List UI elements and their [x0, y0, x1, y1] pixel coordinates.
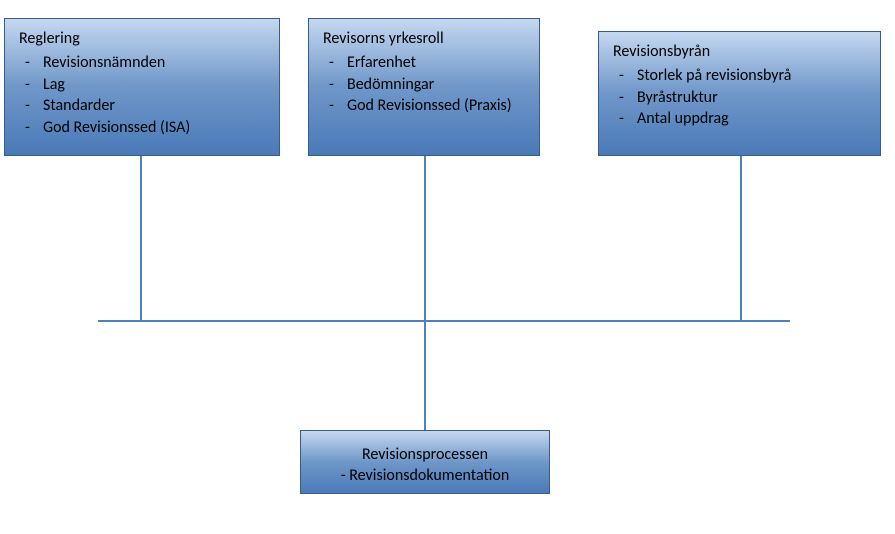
- node-list: Erfarenhet Bedömningar God Revisionssed …: [323, 52, 525, 117]
- node-yrkesroll: Revisorns yrkesroll Erfarenhet Bedömning…: [308, 18, 540, 156]
- list-item: Storlek på revisionsbyrå: [637, 65, 866, 87]
- list-item: Lag: [43, 74, 265, 96]
- connector-vertical: [424, 156, 426, 320]
- list-item: Standarder: [43, 95, 265, 117]
- node-reglering: Reglering Revisionsnämnden Lag Standarde…: [4, 18, 280, 156]
- connector-vertical: [424, 322, 426, 430]
- connector-vertical: [140, 156, 142, 320]
- node-title: Reglering: [19, 29, 265, 48]
- list-item: God Revisionssed (ISA): [43, 117, 265, 139]
- node-list: Revisionsnämnden Lag Standarder God Revi…: [19, 52, 265, 138]
- node-byran: Revisionsbyrån Storlek på revisionsbyrå …: [598, 31, 881, 156]
- connector-horizontal: [98, 320, 790, 322]
- node-subtitle: - Revisionsdokumentation: [311, 466, 539, 487]
- list-item: Erfarenhet: [347, 52, 525, 74]
- list-item: Bedömningar: [347, 74, 525, 96]
- node-processen: Revisionsprocessen - Revisionsdokumentat…: [300, 430, 550, 494]
- node-title: Revisorns yrkesroll: [323, 29, 525, 48]
- list-item: Revisionsnämnden: [43, 52, 265, 74]
- list-item: Byråstruktur: [637, 87, 866, 109]
- node-title: Revisionsprocessen: [311, 445, 539, 466]
- list-item: Antal uppdrag: [637, 108, 866, 130]
- list-item: God Revisionssed (Praxis): [347, 95, 525, 117]
- node-list: Storlek på revisionsbyrå Byråstruktur An…: [613, 65, 866, 130]
- connector-vertical: [740, 156, 742, 320]
- node-title: Revisionsbyrån: [613, 42, 866, 61]
